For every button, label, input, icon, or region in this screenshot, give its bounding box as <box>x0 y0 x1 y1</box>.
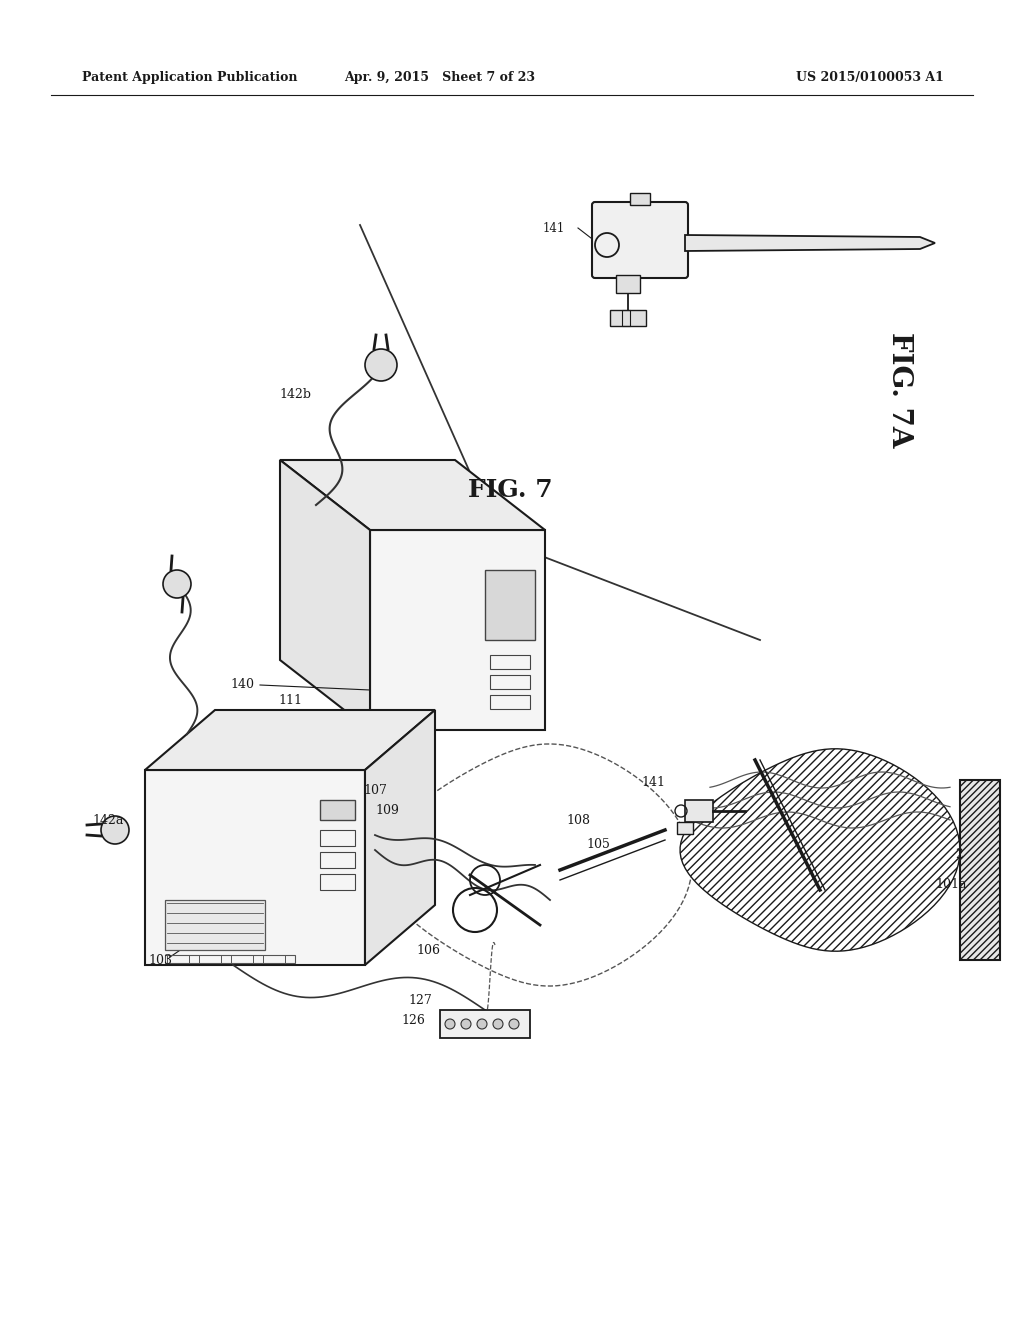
Text: 141: 141 <box>641 776 665 789</box>
Bar <box>167 954 189 964</box>
Text: US 2015/0100053 A1: US 2015/0100053 A1 <box>796 71 944 84</box>
Bar <box>319 874 355 890</box>
Text: 103: 103 <box>148 953 172 966</box>
Text: 127: 127 <box>409 994 432 1007</box>
Bar <box>616 275 640 293</box>
Bar <box>622 310 630 326</box>
Polygon shape <box>145 710 435 770</box>
Polygon shape <box>680 748 961 952</box>
Text: 140: 140 <box>230 678 254 692</box>
Text: FIG. 7: FIG. 7 <box>468 478 552 502</box>
Polygon shape <box>365 710 435 965</box>
Bar <box>685 800 713 822</box>
Polygon shape <box>685 235 935 251</box>
Bar <box>490 675 530 689</box>
Bar <box>165 954 295 964</box>
Polygon shape <box>280 459 370 730</box>
Bar <box>319 851 355 869</box>
Circle shape <box>461 1019 471 1030</box>
Text: 108: 108 <box>566 813 590 826</box>
Text: 142b: 142b <box>279 388 311 401</box>
Bar <box>440 1010 530 1038</box>
Bar <box>319 830 355 846</box>
FancyBboxPatch shape <box>592 202 688 279</box>
Bar <box>199 954 221 964</box>
Text: 142a: 142a <box>92 813 123 826</box>
Bar <box>490 655 530 669</box>
Text: 126: 126 <box>401 1014 425 1027</box>
Text: 111: 111 <box>278 693 302 706</box>
Bar <box>961 780 1000 960</box>
Bar <box>231 954 253 964</box>
Polygon shape <box>145 770 365 965</box>
Circle shape <box>101 816 129 843</box>
Bar <box>263 954 285 964</box>
Bar <box>677 822 693 834</box>
Circle shape <box>365 348 397 381</box>
Circle shape <box>493 1019 503 1030</box>
Text: 141: 141 <box>543 222 565 235</box>
Circle shape <box>509 1019 519 1030</box>
Text: FIG. 7A: FIG. 7A <box>887 333 913 447</box>
Bar <box>610 310 646 326</box>
Text: 107: 107 <box>364 784 387 796</box>
Circle shape <box>445 1019 455 1030</box>
Polygon shape <box>280 459 545 531</box>
Circle shape <box>477 1019 487 1030</box>
Text: 106: 106 <box>416 944 440 957</box>
Text: 105: 105 <box>586 838 610 851</box>
Bar <box>165 900 265 950</box>
Text: Apr. 9, 2015   Sheet 7 of 23: Apr. 9, 2015 Sheet 7 of 23 <box>344 71 536 84</box>
Polygon shape <box>370 531 545 730</box>
Text: 101a: 101a <box>935 879 967 891</box>
Text: 2: 2 <box>955 849 963 862</box>
Text: 109: 109 <box>375 804 399 817</box>
Bar <box>490 696 530 709</box>
Bar <box>319 800 355 820</box>
Circle shape <box>163 570 191 598</box>
Text: Patent Application Publication: Patent Application Publication <box>82 71 298 84</box>
Bar <box>630 193 650 205</box>
Bar <box>485 570 535 640</box>
